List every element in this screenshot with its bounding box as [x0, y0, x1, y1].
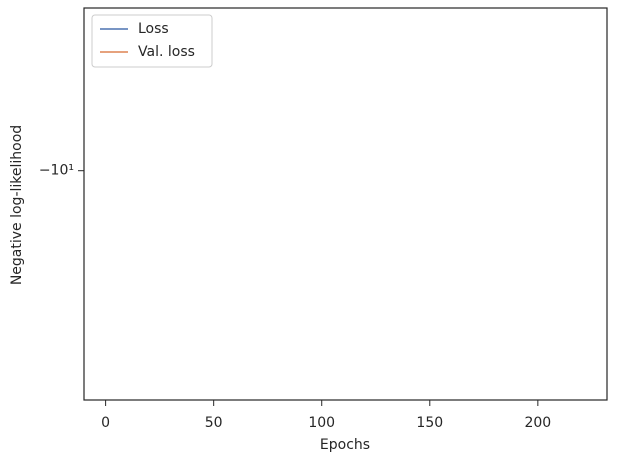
x-tick-label: 0: [101, 415, 110, 431]
x-tick-label: 150: [416, 415, 443, 431]
x-tick-label: 200: [524, 415, 551, 431]
x-tick-label: 50: [205, 415, 223, 431]
legend-label: Loss: [138, 21, 169, 37]
x-tick-label: 100: [308, 415, 335, 431]
legend-label: Val. loss: [138, 44, 195, 60]
plot-frame: [83, 7, 608, 401]
y-axis-label: Negative log-likelihood: [9, 125, 25, 285]
legend-box: [91, 14, 213, 68]
y-tick-label: −10¹: [39, 163, 74, 179]
x-axis-label: Epochs: [320, 437, 370, 453]
